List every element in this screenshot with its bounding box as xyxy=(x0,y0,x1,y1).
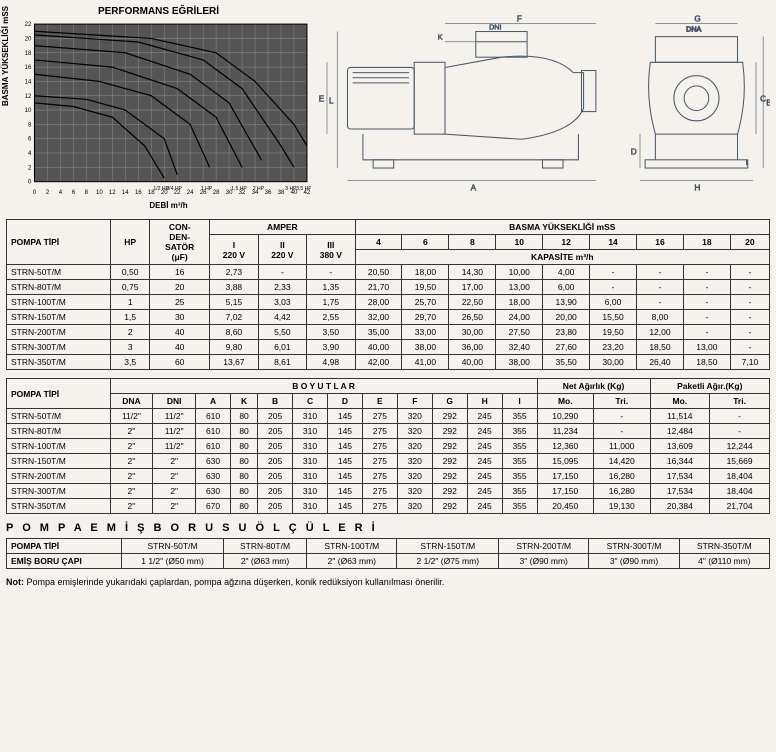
dimensions-table: POMPA TİPİB O Y U T L A RNet Ağırlık (Kg… xyxy=(6,378,770,514)
svg-text:3,5 HP: 3,5 HP xyxy=(296,186,311,192)
note-label: Not: xyxy=(6,577,24,587)
svg-text:1 HP: 1 HP xyxy=(201,186,213,192)
svg-text:2 HP: 2 HP xyxy=(253,186,265,192)
svg-text:3/4 HP: 3/4 HP xyxy=(166,186,182,192)
svg-text:0: 0 xyxy=(28,179,32,186)
svg-text:6: 6 xyxy=(72,189,76,196)
svg-text:E: E xyxy=(319,94,325,103)
chart-title: PERFORMANS EĞRİLERİ xyxy=(6,6,311,17)
svg-text:B: B xyxy=(766,98,770,107)
svg-text:8: 8 xyxy=(28,121,32,128)
svg-text:A: A xyxy=(471,184,477,193)
svg-text:18: 18 xyxy=(25,50,32,57)
svg-text:6: 6 xyxy=(28,136,32,143)
y-axis-label: BASMA YÜKSEKLİĞİ mSS xyxy=(1,6,10,106)
performance-chart: PERFORMANS EĞRİLERİ BASMA YÜKSEKLİĞİ mSS… xyxy=(6,6,311,211)
svg-text:14: 14 xyxy=(25,78,32,85)
svg-text:H: H xyxy=(694,184,700,193)
svg-text:D: D xyxy=(631,148,637,157)
svg-text:12: 12 xyxy=(25,93,32,100)
svg-text:2: 2 xyxy=(28,164,32,171)
svg-text:DNA: DNA xyxy=(686,26,701,34)
performance-table: POMPA TİPİHPCON-DEN-SATÖR(μF)AMPERBASMA … xyxy=(6,219,770,370)
svg-text:28: 28 xyxy=(213,189,220,196)
svg-text:F: F xyxy=(517,14,522,23)
x-axis-label: DEBİ m³/h xyxy=(26,201,311,210)
svg-text:16: 16 xyxy=(25,64,32,71)
svg-text:1,5 HP: 1,5 HP xyxy=(231,186,247,192)
svg-text:4: 4 xyxy=(59,189,63,196)
svg-text:4: 4 xyxy=(28,150,32,157)
svg-text:36: 36 xyxy=(265,189,272,196)
svg-text:38: 38 xyxy=(278,189,285,196)
svg-text:16: 16 xyxy=(135,189,142,196)
pump-diagram: L E F A K DNI DNA H C B G D I xyxy=(315,6,770,211)
svg-text:20: 20 xyxy=(25,35,32,42)
svg-text:24: 24 xyxy=(187,189,194,196)
note: Not: Pompa emişlerinde yukarıdaki çaplar… xyxy=(6,577,770,587)
svg-text:10: 10 xyxy=(25,107,32,114)
suction-pipe-table: POMPA TİPİSTRN-50T/MSTRN-80T/MSTRN-100T/… xyxy=(6,538,770,569)
suction-pipe-title: P O M P A E M İ Ş B O R U S U Ö L Ç Ü L … xyxy=(6,522,770,534)
chart-svg: 0246810121416182022242628303234363840420… xyxy=(6,19,311,199)
svg-text:DNI: DNI xyxy=(489,23,501,31)
svg-text:8: 8 xyxy=(85,189,89,196)
svg-text:2: 2 xyxy=(46,189,50,196)
svg-text:12: 12 xyxy=(109,189,116,196)
svg-text:0: 0 xyxy=(33,189,37,196)
svg-text:14: 14 xyxy=(122,189,129,196)
svg-text:K: K xyxy=(438,34,443,42)
svg-text:L: L xyxy=(329,96,334,105)
svg-text:10: 10 xyxy=(96,189,103,196)
svg-text:22: 22 xyxy=(25,21,32,28)
svg-text:I: I xyxy=(746,159,748,167)
svg-text:G: G xyxy=(694,14,700,23)
note-text: Pompa emişlerinde yukarıdaki çaplardan, … xyxy=(24,577,444,587)
diagram-svg: L E F A K DNI DNA H C B G D I xyxy=(315,11,770,206)
